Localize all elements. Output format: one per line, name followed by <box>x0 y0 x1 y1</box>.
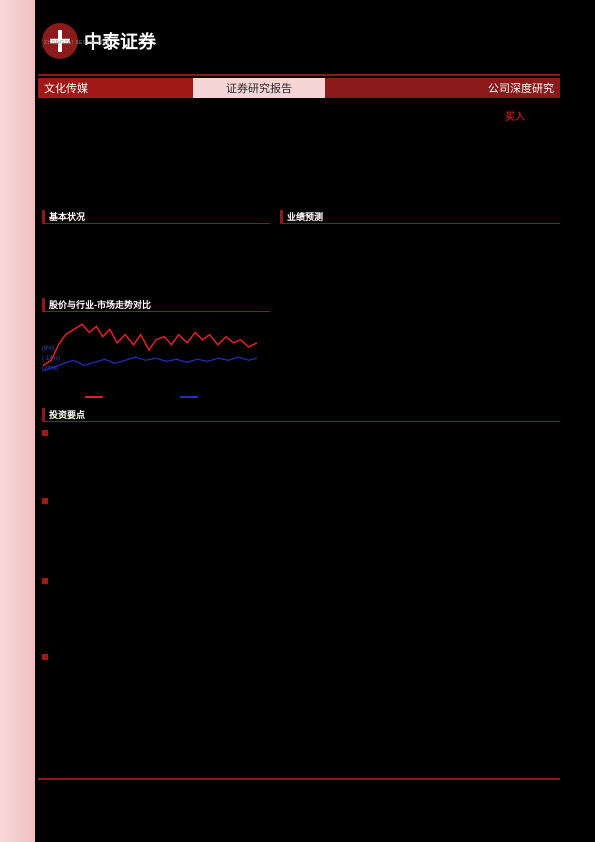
bullet-icon <box>42 430 48 436</box>
section-compare-rule <box>42 311 270 312</box>
list-item <box>42 496 560 568</box>
bullet-icon <box>42 498 48 504</box>
section-forecast: 业绩预测 <box>280 210 323 223</box>
bullet-icon <box>42 654 48 660</box>
section-compare: 股价与行业-市场走势对比 <box>42 298 151 311</box>
rule-top <box>38 74 560 76</box>
list-item <box>42 428 560 488</box>
brand-subtitle: ZHONGTAI SECURITIES <box>44 40 110 46</box>
price-chart <box>42 314 260 386</box>
legend-red-icon <box>85 396 103 398</box>
report-type-label: 证券研究报告 <box>193 78 325 98</box>
bullet-body <box>54 652 560 708</box>
investment-points-list <box>42 428 560 716</box>
header-bar: 文化传媒 证券研究报告 公司深度研究 <box>38 78 560 98</box>
legend-blue-icon <box>180 396 198 398</box>
bullet-body <box>54 428 560 488</box>
side-gradient <box>0 0 35 842</box>
section-points-label: 投资要点 <box>49 408 85 421</box>
section-basic: 基本状况 <box>42 210 85 223</box>
list-item <box>42 652 560 708</box>
section-forecast-rule <box>280 223 560 224</box>
chart-series-blue <box>43 357 257 370</box>
bullet-body <box>54 496 560 568</box>
chart-svg <box>42 314 260 386</box>
report-category-label: 公司深度研究 <box>325 78 560 98</box>
rule-bottom <box>38 778 560 780</box>
section-compare-label: 股价与行业-市场走势对比 <box>49 298 151 311</box>
bullet-body <box>54 576 560 644</box>
list-item <box>42 576 560 644</box>
bullet-icon <box>42 578 48 584</box>
section-basic-rule <box>42 223 270 224</box>
section-points-rule <box>42 421 560 422</box>
industry-label: 文化传媒 <box>38 78 193 98</box>
section-points: 投资要点 <box>42 408 85 421</box>
rating-badge: 买入 <box>505 108 525 123</box>
section-forecast-label: 业绩预测 <box>287 210 323 223</box>
section-basic-label: 基本状况 <box>49 210 85 223</box>
